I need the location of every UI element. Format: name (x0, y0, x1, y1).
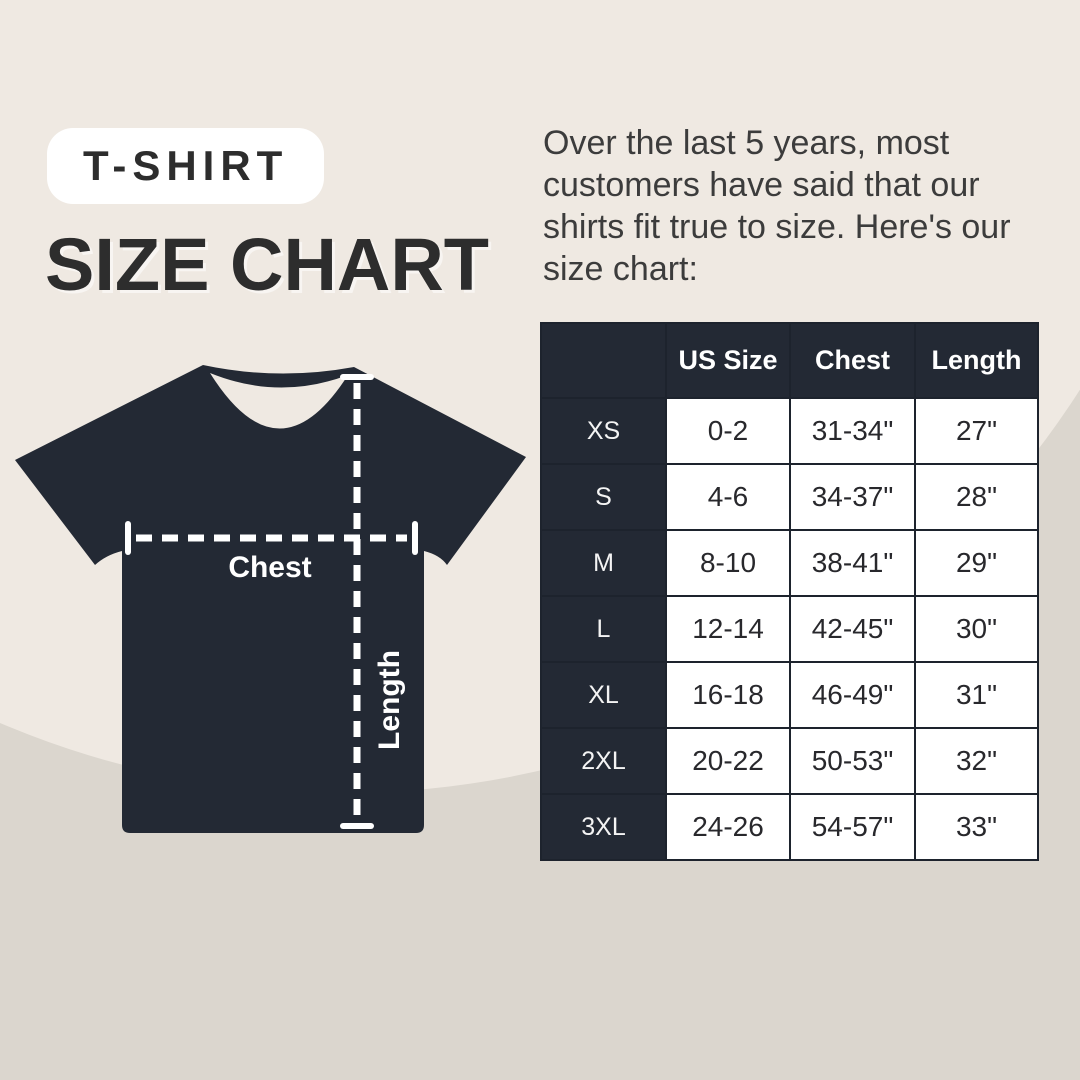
chest-label: Chest (228, 551, 312, 584)
tshirt-graphic (15, 365, 526, 833)
page-title: SIZE CHART (45, 223, 489, 306)
table-row: L 12-14 42-45" 30" (540, 595, 1039, 663)
collar-cutout (210, 373, 348, 429)
table-row: S 4-6 34-37" 28" (540, 463, 1039, 531)
intro-text: Over the last 5 years, most customers ha… (543, 124, 1011, 288)
tshirt-silhouette (15, 365, 526, 833)
length-label: Length (330, 600, 450, 800)
size-label-cell: XL (540, 661, 667, 729)
us-size-cell: 20-22 (665, 727, 791, 795)
tshirt-badge: T-SHIRT (47, 128, 325, 204)
table-row: XL 16-18 46-49" 31" (540, 661, 1039, 729)
table-row: XS 0-2 31-34" 27" (540, 397, 1039, 465)
us-size-cell: 0-2 (665, 397, 791, 465)
header-cell-us-size: US Size (665, 322, 791, 399)
length-cell: 32" (914, 727, 1039, 795)
tshirt-diagram: Chest Length (10, 355, 530, 840)
length-cell: 27" (914, 397, 1039, 465)
us-size-cell: 24-26 (665, 793, 791, 861)
table-row: 2XL 20-22 50-53" 32" (540, 727, 1039, 795)
size-table: US Size Chest Length XS 0-2 31-34" 27" S… (540, 322, 1039, 861)
size-label-cell: XS (540, 397, 667, 465)
size-label-cell: M (540, 529, 667, 597)
chest-cell: 50-53" (789, 727, 916, 795)
us-size-cell: 8-10 (665, 529, 791, 597)
chest-cell: 38-41" (789, 529, 916, 597)
size-label-cell: 2XL (540, 727, 667, 795)
chest-cell: 54-57" (789, 793, 916, 861)
header-cell-length: Length (914, 322, 1039, 399)
size-label-cell: S (540, 463, 667, 531)
chest-cell: 31-34" (789, 397, 916, 465)
chest-cell: 42-45" (789, 595, 916, 663)
size-label-cell: 3XL (540, 793, 667, 861)
header-cell-chest: Chest (789, 322, 916, 399)
us-size-cell: 4-6 (665, 463, 791, 531)
table-header-row: US Size Chest Length (540, 322, 1039, 399)
length-cell: 31" (914, 661, 1039, 729)
length-cell: 30" (914, 595, 1039, 663)
length-cell: 28" (914, 463, 1039, 531)
table-row: 3XL 24-26 54-57" 33" (540, 793, 1039, 861)
length-cell: 33" (914, 793, 1039, 861)
header-cell-blank (540, 322, 667, 399)
chest-cell: 46-49" (789, 661, 916, 729)
length-label-text: Length (372, 650, 406, 750)
us-size-cell: 12-14 (665, 595, 791, 663)
table-row: M 8-10 38-41" 29" (540, 529, 1039, 597)
chest-cell: 34-37" (789, 463, 916, 531)
length-cell: 29" (914, 529, 1039, 597)
size-label-cell: L (540, 595, 667, 663)
us-size-cell: 16-18 (665, 661, 791, 729)
